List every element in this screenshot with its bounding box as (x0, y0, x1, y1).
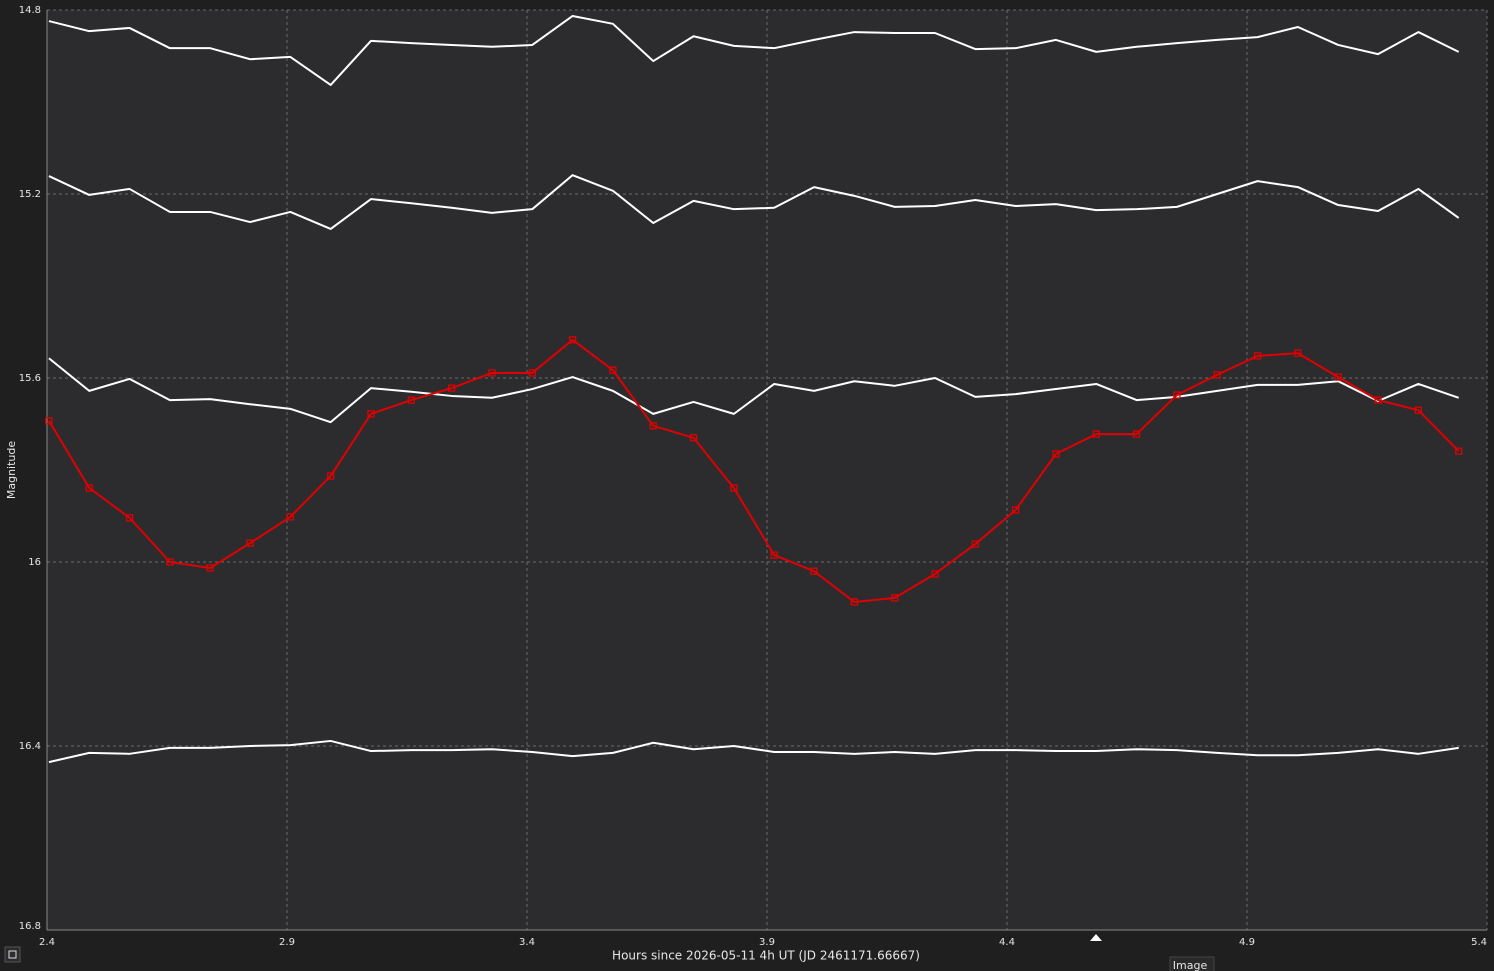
data-point (649, 422, 657, 430)
y-axis-label: Magnitude (5, 441, 18, 500)
data-point (447, 384, 456, 392)
tab-label: Image (1173, 959, 1208, 971)
data-point (166, 558, 174, 566)
data-point (1213, 371, 1221, 379)
data-point (850, 598, 859, 606)
series-line (48, 357, 1460, 424)
data-point (45, 417, 53, 425)
data-point (931, 570, 939, 578)
data-point (689, 434, 698, 442)
x-tick-label: 2.9 (279, 937, 295, 948)
data-point (488, 369, 496, 377)
data-point (1414, 406, 1423, 414)
y-tick-label: 16.8 (19, 921, 41, 932)
series-line (48, 338, 1460, 604)
data-point (206, 564, 214, 572)
data-point (568, 336, 577, 344)
x-tick-label: 3.9 (759, 937, 775, 948)
x-tick-label: 2.4 (39, 937, 55, 948)
y-tick-label: 16.4 (19, 741, 41, 752)
data-point (1294, 349, 1302, 357)
data-point (1052, 450, 1060, 458)
series-line (48, 739, 1459, 764)
data-point (891, 594, 899, 602)
series-line (48, 174, 1460, 230)
y-tick-label: 15.2 (19, 189, 41, 200)
data-point (327, 472, 335, 480)
marker-cursor[interactable] (1090, 934, 1102, 941)
y-tick-label: 15.6 (19, 373, 41, 384)
data-point (125, 514, 134, 522)
data-point (1132, 430, 1141, 438)
data-point (407, 396, 415, 404)
data-point (810, 567, 818, 575)
data-point (85, 484, 93, 492)
tab[interactable] (1169, 956, 1215, 971)
x-tick-label: 3.4 (519, 937, 535, 948)
y-tick-label: 16 (28, 557, 41, 568)
data-point (528, 369, 536, 377)
x-tick-label: 5.4 (1471, 937, 1487, 948)
data-point (1253, 352, 1262, 360)
checkbox-icon (8, 950, 17, 959)
data-point (770, 551, 778, 559)
data-point (730, 484, 738, 492)
series-line (48, 14, 1460, 86)
data-point (1334, 373, 1342, 381)
plot-area (47, 10, 1487, 930)
data-point (1374, 396, 1382, 404)
data-point (1011, 506, 1020, 514)
x-tick-label: 4.4 (999, 937, 1015, 948)
y-tick-label: 14.8 (19, 5, 41, 16)
data-point (971, 540, 979, 548)
data-point (1092, 430, 1100, 438)
x-tick-label: 4.9 (1239, 937, 1255, 948)
data-point (286, 513, 295, 521)
checkbox[interactable] (4, 946, 21, 963)
data-point (609, 366, 617, 374)
data-point (1173, 391, 1181, 399)
data-point (367, 410, 375, 418)
x-axis-label: Hours since 2026-05-11 4h UT (JD 2461171… (612, 949, 920, 963)
data-point (1455, 447, 1463, 455)
data-point (246, 539, 254, 547)
